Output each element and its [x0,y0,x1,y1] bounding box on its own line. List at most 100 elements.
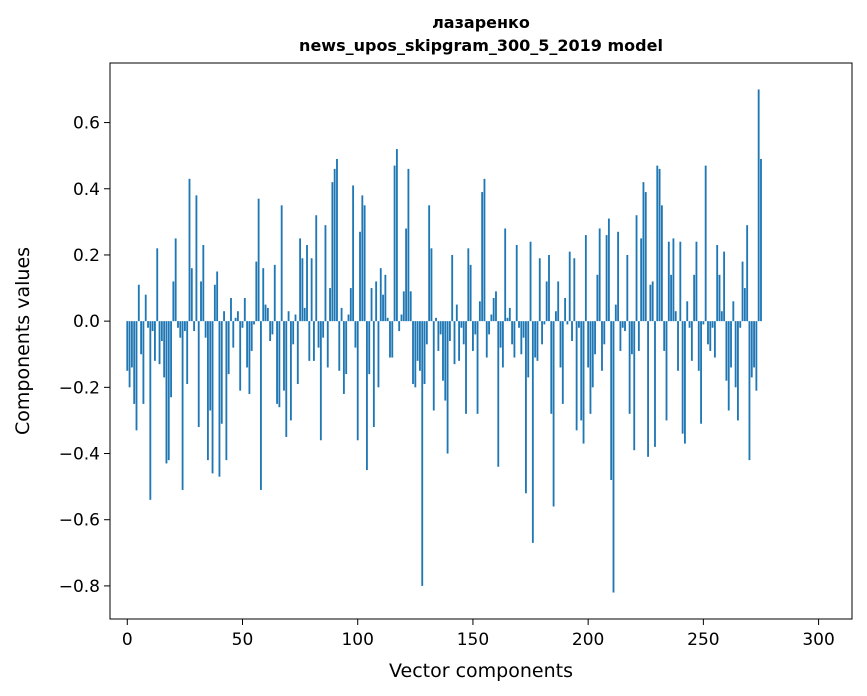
bar-262 [730,321,732,368]
bar-101 [359,231,361,322]
bar-131 [428,205,431,322]
bar-136 [439,321,442,335]
bar-205 [598,228,601,322]
bar-98 [352,185,355,322]
bar-95 [345,321,348,375]
bar-40 [218,321,221,477]
bar-253 [709,321,712,351]
bar-50 [241,321,244,328]
y-tick-label: −0.2 [59,378,100,398]
bar-23 [179,321,182,338]
bar-226 [647,321,649,457]
bar-62 [269,321,272,341]
bar-147 [465,321,467,414]
bar-177 [534,321,537,358]
x-axis-label: Vector components [389,660,573,682]
bar-132 [430,248,433,322]
bar-123 [409,291,412,322]
bar-112 [384,274,387,322]
bar-51 [243,297,246,322]
bar-237 [672,238,675,322]
bar-167 [511,321,514,345]
bar-1 [128,321,131,388]
bar-264 [734,321,737,388]
bar-143 [455,304,458,322]
bar-116 [393,165,396,322]
bar-234 [665,321,668,421]
bar-42 [223,311,225,322]
bar-217 [626,254,629,322]
bar-97 [349,288,352,322]
bar-227 [649,284,652,322]
x-tick-label: 150 [457,630,489,650]
bar-31 [197,321,200,428]
bar-59 [262,268,265,322]
bar-2 [130,321,133,368]
y-tick-label: 0.2 [73,246,100,266]
bar-212 [614,304,617,322]
bar-83 [317,321,320,348]
bar-87 [326,321,329,368]
bar-225 [644,192,647,322]
bar-93 [340,307,343,322]
bar-241 [681,321,684,434]
bar-119 [400,314,403,322]
bar-121 [405,228,408,322]
bar-52 [246,321,249,368]
bar-117 [395,149,398,322]
bar-248 [697,321,700,371]
bar-56 [255,261,258,322]
bar-215 [621,321,624,328]
bar-67 [280,205,283,322]
bar-29 [193,321,196,332]
bar-55 [253,321,255,325]
bar-85 [322,321,325,338]
bar-150 [472,321,474,351]
bar-193 [571,321,573,341]
bar-78 [306,245,308,322]
bar-214 [619,321,622,351]
bar-166 [508,307,511,322]
bar-68 [283,321,285,391]
bar-221 [635,215,638,322]
bar-113 [386,317,389,322]
bar-246 [693,274,696,322]
bar-275 [760,158,762,322]
bar-20 [172,281,175,322]
bar-126 [416,321,419,361]
bar-135 [437,321,440,351]
bar-254 [711,321,714,328]
bar-61 [266,307,269,322]
bar-54 [250,321,253,351]
bar-173 [525,321,527,494]
x-tick-label: 100 [341,630,373,650]
bar-60 [264,304,267,322]
bar-200 [587,321,590,368]
bar-175 [529,241,532,322]
bar-191 [566,321,569,325]
bar-64 [273,264,276,322]
x-tick-label: 0 [122,630,133,650]
bar-92 [338,321,341,371]
bar-233 [663,321,666,351]
bar-120 [402,291,405,322]
bar-35 [207,321,209,461]
bar-107 [372,321,375,428]
bar-13 [156,248,159,322]
y-axis-label: Components values [12,247,34,435]
bar-208 [605,235,608,322]
bar-149 [469,264,472,322]
bar-21 [174,238,177,322]
bar-273 [755,321,758,391]
bar-179 [538,258,541,322]
bar-257 [718,274,721,322]
bar-72 [292,321,295,345]
bar-90 [333,168,336,322]
bar-145 [460,321,463,328]
bar-25 [183,321,186,332]
bar-260 [725,321,728,381]
bar-202 [591,321,594,388]
bar-129 [423,321,426,385]
bar-244 [688,321,691,328]
bar-161 [497,321,500,467]
